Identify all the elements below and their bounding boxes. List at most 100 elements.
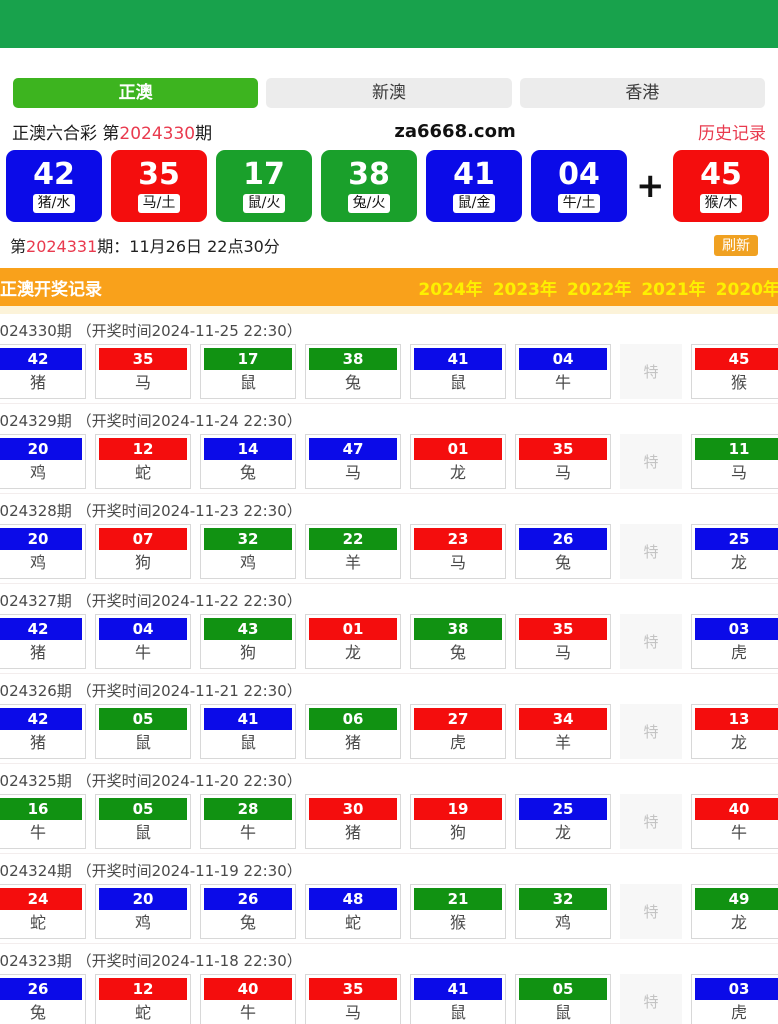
year-link[interactable]: 2024年 — [418, 279, 483, 300]
cell-number: 11 — [695, 438, 778, 460]
cell-number: 20 — [0, 438, 82, 460]
number-cell: 05 鼠 — [95, 794, 191, 849]
record-period: 2024329期 — [0, 412, 72, 430]
cell-number: 05 — [99, 708, 187, 730]
tab-xiang-gang[interactable]: 香港 — [519, 78, 765, 108]
draw-title-suffix: 期 — [195, 123, 213, 144]
cell-number: 26 — [0, 978, 82, 1000]
cell-number: 26 — [204, 888, 292, 910]
cell-zodiac: 兔 — [239, 913, 256, 932]
cell-number: 04 — [99, 618, 187, 640]
cell-zodiac: 猪 — [29, 373, 46, 392]
number-cell: 20 鸡 — [0, 434, 86, 489]
lottery-ball: 41 鼠/金 — [426, 150, 522, 222]
record-period: 2024323期 — [0, 952, 72, 970]
cell-number: 35 — [99, 348, 187, 370]
record-cells: 16 牛 05 鼠 28 牛 30 猪 19 狗 25 龙 特 40 牛 — [0, 794, 778, 853]
cell-number: 35 — [519, 618, 607, 640]
top-banner — [0, 0, 778, 48]
number-cell: 26 兔 — [200, 884, 296, 939]
current-draw-balls: 42 猪/水 35 马/土 17 鼠/火 38 兔/火 41 鼠/金 04 牛/… — [0, 149, 778, 223]
cell-zodiac: 龙 — [449, 463, 466, 482]
cell-zodiac: 牛 — [554, 373, 571, 392]
next-draw-suffix: 期：11月26日 22点30分 — [97, 237, 280, 256]
record-draw-time: （开奖时间2024-11-24 22:30） — [76, 412, 302, 430]
cell-zodiac: 龙 — [554, 823, 571, 842]
special-number-cell: 25 龙 — [691, 524, 778, 579]
cell-number: 12 — [99, 978, 187, 1000]
te-special-label-cell: 特 — [620, 884, 682, 939]
cell-number: 35 — [309, 978, 397, 1000]
record-cells: 24 蛇 20 鸡 26 兔 48 蛇 21 猴 32 鸡 特 49 龙 — [0, 884, 778, 943]
record-period-header: 2024325期 （开奖时间2024-11-20 22:30） — [0, 770, 778, 792]
cell-number: 30 — [309, 798, 397, 820]
tab-xin-ao[interactable]: 新澳 — [266, 78, 512, 108]
cell-zodiac: 虎 — [730, 643, 747, 662]
record-period: 2024325期 — [0, 772, 72, 790]
cell-zodiac: 鸡 — [554, 913, 571, 932]
record-draw-time: （开奖时间2024-11-25 22:30） — [76, 322, 302, 340]
year-link[interactable]: 2023年 — [492, 279, 558, 300]
cell-number: 40 — [204, 978, 292, 1000]
lottery-ball: 17 鼠/火 — [216, 150, 312, 222]
number-cell: 01 龙 — [410, 434, 506, 489]
number-cell: 30 猪 — [305, 794, 401, 849]
draw-title-prefix: 正澳六合彩 第 — [12, 123, 120, 144]
number-cell: 35 马 — [95, 344, 191, 399]
cell-number: 34 — [519, 708, 607, 730]
cell-number: 42 — [0, 618, 82, 640]
cell-zodiac: 虎 — [449, 733, 466, 752]
cell-zodiac: 羊 — [344, 553, 361, 572]
cell-number: 25 — [695, 528, 778, 550]
tab-zheng-ao[interactable]: 正澳 — [13, 78, 259, 108]
cell-number: 43 — [204, 618, 292, 640]
number-cell: 40 牛 — [200, 974, 296, 1024]
cell-zodiac: 蛇 — [134, 1003, 151, 1022]
history-link[interactable]: 历史记录 — [697, 123, 766, 144]
cell-number: 48 — [309, 888, 397, 910]
cell-number: 13 — [695, 708, 778, 730]
cell-number: 41 — [204, 708, 292, 730]
cell-zodiac: 鼠 — [239, 733, 256, 752]
record-period-header: 2024328期 （开奖时间2024-11-23 22:30） — [0, 500, 778, 522]
record-draw-time: （开奖时间2024-11-19 22:30） — [76, 862, 302, 880]
year-link[interactable]: 2020年 — [715, 279, 778, 300]
cell-zodiac: 猪 — [29, 643, 46, 662]
special-number-cell: 45 猴 — [691, 344, 778, 399]
next-draw-prefix: 第 — [10, 237, 27, 256]
number-cell: 48 蛇 — [305, 884, 401, 939]
year-link[interactable]: 2021年 — [641, 279, 706, 300]
year-link[interactable]: 2022年 — [567, 279, 632, 300]
ball-zodiac-element: 猴/木 — [699, 193, 743, 213]
record-period: 2024328期 — [0, 502, 72, 520]
cell-zodiac: 兔 — [554, 553, 571, 572]
cell-zodiac: 鼠 — [134, 733, 151, 752]
ball-zodiac-element: 牛/土 — [557, 193, 601, 213]
special-number-cell: 49 龙 — [691, 884, 778, 939]
cell-zodiac: 鼠 — [449, 1003, 466, 1022]
cell-number: 28 — [204, 798, 292, 820]
record-row: 2024329期 （开奖时间2024-11-24 22:30） 20 鸡 12 … — [0, 404, 778, 494]
cell-zodiac: 牛 — [239, 1003, 256, 1022]
cell-number: 42 — [0, 708, 82, 730]
number-cell: 24 蛇 — [0, 884, 86, 939]
te-special-label-cell: 特 — [620, 794, 682, 849]
cell-number: 40 — [695, 798, 778, 820]
cell-number: 25 — [519, 798, 607, 820]
record-period-header: 2024330期 （开奖时间2024-11-25 22:30） — [0, 320, 778, 342]
number-cell: 43 狗 — [200, 614, 296, 669]
cell-zodiac: 猪 — [344, 823, 361, 842]
cell-number: 26 — [519, 528, 607, 550]
te-special-label-cell: 特 — [620, 434, 682, 489]
cell-zodiac: 牛 — [134, 643, 151, 662]
number-cell: 35 马 — [515, 434, 611, 489]
record-row: 2024326期 （开奖时间2024-11-21 22:30） 42 猪 05 … — [0, 674, 778, 764]
cell-number: 05 — [519, 978, 607, 1000]
ball-zodiac-element: 猪/水 — [32, 193, 76, 213]
number-cell: 25 龙 — [515, 794, 611, 849]
refresh-button[interactable]: 刷新 — [714, 234, 758, 256]
number-cell: 41 鼠 — [410, 974, 506, 1024]
ball-number: 35 — [138, 157, 180, 193]
record-cells: 20 鸡 07 狗 32 鸡 22 羊 23 马 26 兔 特 25 龙 — [0, 524, 778, 583]
record-period-header: 2024329期 （开奖时间2024-11-24 22:30） — [0, 410, 778, 432]
